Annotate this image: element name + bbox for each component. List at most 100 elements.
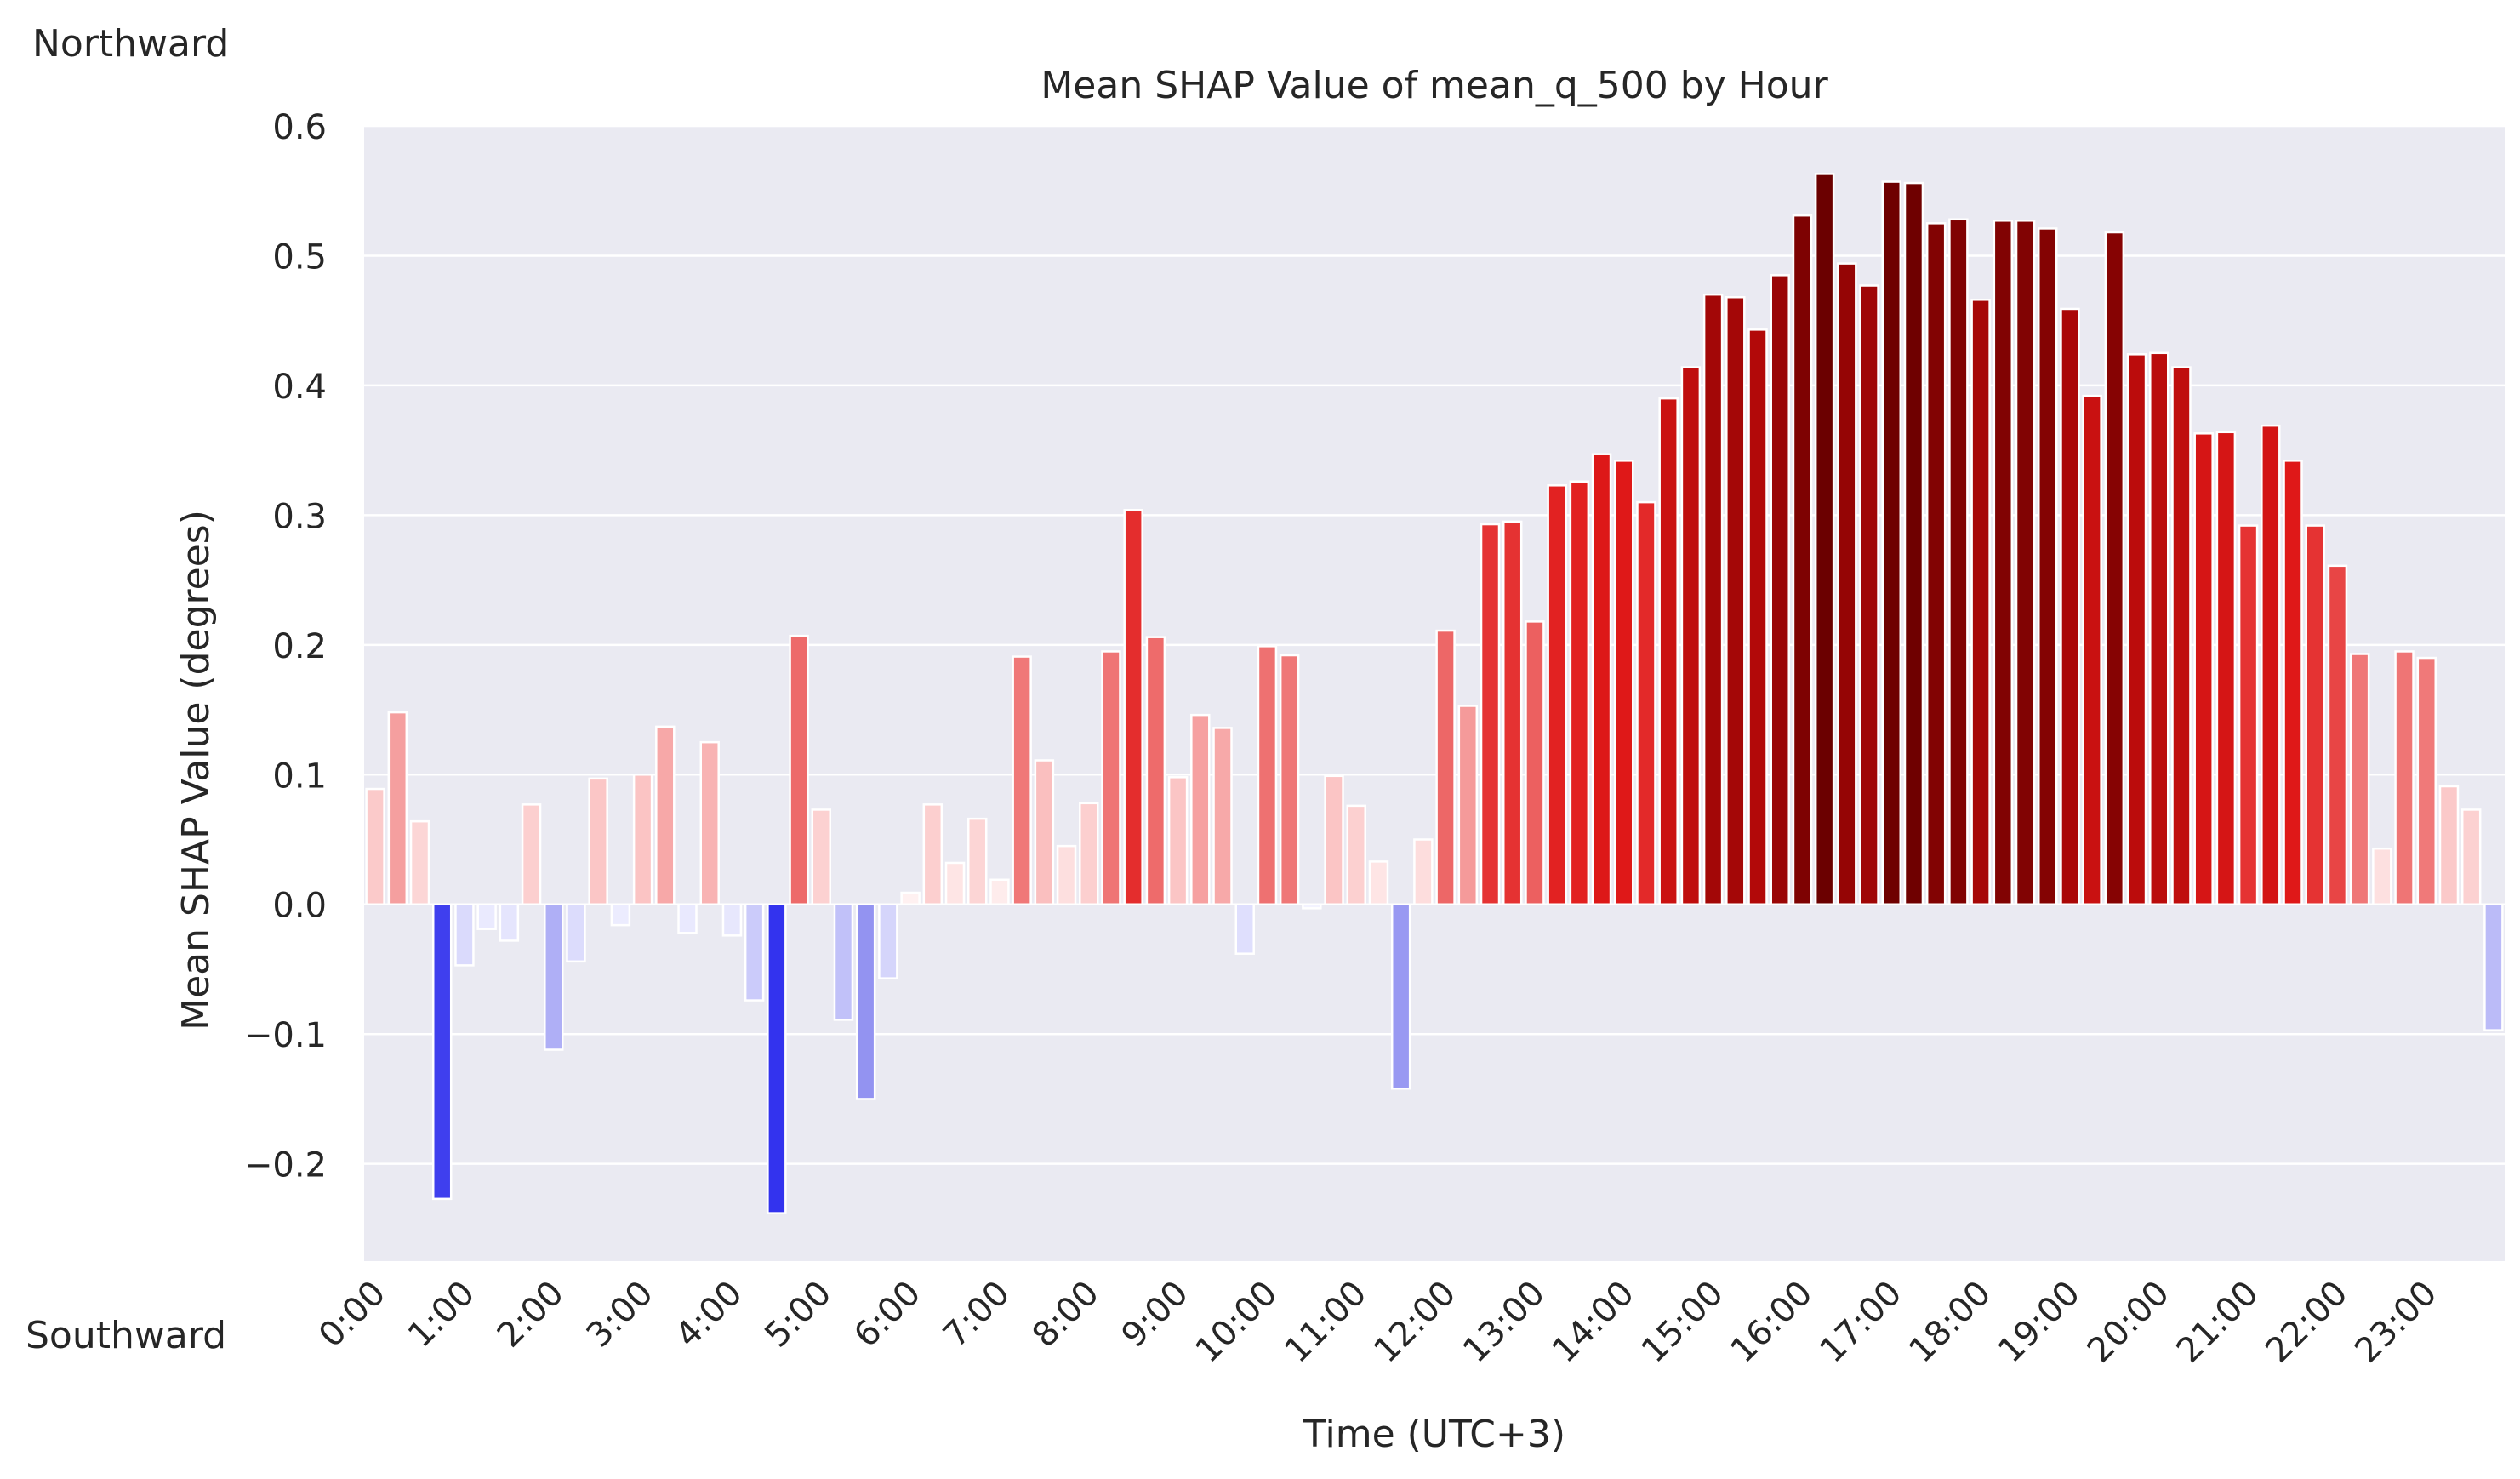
- bar: [1079, 802, 1099, 905]
- bar: [1525, 620, 1545, 905]
- x-tick-label: 1:00: [401, 1274, 482, 1356]
- y-tick-label: 0.6: [272, 108, 327, 147]
- bar: [2349, 653, 2370, 905]
- y-axis-label: Mean SHAP Value (degrees): [174, 510, 218, 1031]
- plot-area: [364, 126, 2505, 1261]
- bar: [744, 903, 765, 1002]
- bar: [878, 903, 898, 979]
- bar: [989, 878, 1010, 905]
- x-tick-label: 12:00: [1366, 1274, 1463, 1371]
- bar: [1591, 453, 1612, 905]
- bar: [1770, 274, 1790, 905]
- gridlines: [364, 124, 2505, 1165]
- northward-annotation: Northward: [32, 22, 229, 66]
- bar: [1925, 222, 1947, 905]
- bar: [2460, 808, 2482, 905]
- bar: [1658, 397, 1679, 905]
- bar: [2327, 564, 2348, 905]
- x-tick-label: 5:00: [757, 1274, 839, 1356]
- bar: [811, 808, 832, 905]
- bar: [1368, 860, 1389, 905]
- x-tick-label: 10:00: [1188, 1274, 1285, 1371]
- y-tick-label: 0.4: [272, 368, 327, 407]
- y-tick-label: 0.0: [272, 887, 327, 926]
- bar: [588, 777, 608, 905]
- southward-annotation: Southward: [26, 1314, 226, 1357]
- bar: [409, 819, 430, 905]
- bar: [1346, 804, 1367, 905]
- bar: [1680, 366, 1702, 905]
- bar: [1970, 299, 1991, 905]
- bar: [1212, 727, 1233, 905]
- y-tick-label: 0.3: [272, 497, 327, 536]
- bar: [1859, 284, 1879, 905]
- bar: [2261, 424, 2281, 905]
- x-tick-label: 15:00: [1634, 1274, 1731, 1371]
- bar: [2037, 227, 2058, 905]
- x-tick-label: 0:00: [311, 1274, 393, 1356]
- bar: [1123, 509, 1143, 905]
- bar: [365, 787, 385, 905]
- x-tick-label: 19:00: [1991, 1274, 2088, 1371]
- bar: [2238, 524, 2259, 905]
- bar: [1903, 181, 1924, 905]
- x-tick-label: 13:00: [1456, 1274, 1553, 1371]
- bar: [2149, 351, 2169, 905]
- bar: [2015, 220, 2036, 905]
- bar: [944, 861, 966, 905]
- bar: [2305, 524, 2325, 905]
- x-axis-label: Time (UTC+3): [1303, 1413, 1565, 1456]
- x-tick-label: 18:00: [1901, 1274, 1998, 1371]
- bar: [2193, 432, 2214, 905]
- bar: [2082, 394, 2102, 905]
- bar: [900, 891, 921, 905]
- x-tick-label: 14:00: [1545, 1274, 1642, 1371]
- bar: [1702, 293, 1724, 905]
- bar: [1948, 218, 1969, 905]
- bar: [789, 634, 809, 905]
- bar: [1614, 460, 1634, 905]
- chart-title: Mean SHAP Value of mean_q_500 by Hour: [1040, 64, 1828, 107]
- bar: [1324, 774, 1344, 905]
- bar: [544, 903, 564, 1051]
- bar: [387, 711, 408, 905]
- bar: [431, 903, 453, 1201]
- bar: [632, 774, 653, 905]
- bar: [1569, 480, 1590, 905]
- x-tick-label: 8:00: [1025, 1274, 1107, 1356]
- bar: [2372, 847, 2392, 905]
- x-tick-label: 21:00: [2169, 1274, 2266, 1371]
- x-tick-label: 17:00: [1812, 1274, 1909, 1371]
- bar: [1480, 523, 1501, 905]
- x-tick-label: 9:00: [1115, 1274, 1196, 1356]
- bar: [2215, 431, 2237, 905]
- bar: [1747, 328, 1768, 905]
- bar: [2416, 656, 2437, 905]
- bar: [833, 903, 854, 1021]
- x-tick-label: 2:00: [490, 1274, 572, 1356]
- y-tick-labels: −0.2 −0.1 0.0 0.1 0.2 0.3 0.4 0.5 0.6: [244, 108, 327, 1185]
- bar: [499, 903, 520, 942]
- bar: [1145, 636, 1166, 905]
- bar: [1056, 844, 1077, 905]
- bar: [1190, 713, 1211, 905]
- bar: [476, 903, 497, 930]
- y-tick-label: 0.2: [272, 627, 327, 666]
- bar: [2060, 307, 2080, 905]
- bars: [365, 173, 2504, 1214]
- bar: [521, 803, 542, 905]
- bar: [677, 903, 698, 934]
- bar: [1502, 520, 1523, 905]
- bar: [1725, 295, 1746, 905]
- bar: [699, 740, 720, 905]
- bar: [855, 903, 876, 1100]
- y-tick-label: 0.1: [272, 757, 327, 796]
- bar: [1034, 759, 1055, 905]
- bar: [1167, 776, 1189, 905]
- x-tick-label: 16:00: [1723, 1274, 1820, 1371]
- y-tick-label: 0.5: [272, 237, 327, 277]
- bar: [2283, 460, 2303, 905]
- bar: [1792, 214, 1813, 905]
- bar: [454, 903, 475, 967]
